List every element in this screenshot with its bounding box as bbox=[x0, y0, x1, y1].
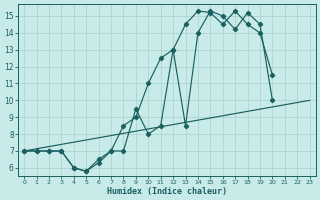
X-axis label: Humidex (Indice chaleur): Humidex (Indice chaleur) bbox=[107, 187, 227, 196]
